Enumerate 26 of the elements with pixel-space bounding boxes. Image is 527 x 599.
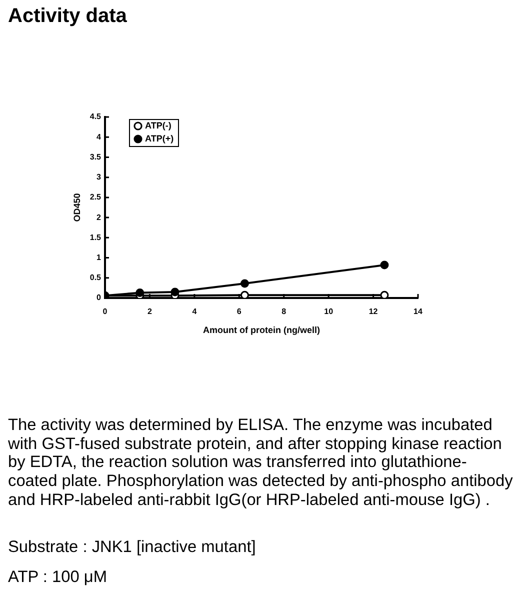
legend-label: ATP(-) <box>145 120 172 130</box>
y-tick-label: 1 <box>96 252 102 262</box>
y-tick-label: 4.5 <box>90 112 102 122</box>
y-tick-label: 0.5 <box>90 273 102 282</box>
y-tick-label: 1.5 <box>90 232 102 242</box>
chart-title: Activity data <box>8 5 127 27</box>
text: The activity was determined by ELISA. The enzyme was incubated with GST-fused substrate protein, and after stopping kinase reaction by EDTA, the reaction solution was transferred into glutathione-coated plate. Phosphorylation was detected by anti-phospho antibody and HRP-labeled anti-rabbit IgG(or HRP-labeled anti-mouse IgG) . <box>8 416 514 510</box>
y-tick-label: 2 <box>96 212 102 222</box>
y-tick-label: 0 <box>96 293 102 302</box>
x-tick-label: 8 <box>282 307 287 316</box>
x-tick-label: 4 <box>192 307 198 316</box>
text: ATP : 100 μM <box>8 568 108 587</box>
y-tick-label: 3 <box>96 172 102 182</box>
x-tick-label: 10 <box>324 307 334 316</box>
y-axis-title: OD450 <box>72 193 82 222</box>
x-axis-title: Amount of protein (ng/well) <box>203 325 320 336</box>
x-tick-label: 12 <box>368 307 378 316</box>
text: Substrate : JNK1 [inactive mutant] <box>8 538 257 556</box>
legend-label: ATP(+) <box>145 133 174 144</box>
x-tick-label: 2 <box>147 307 152 316</box>
x-tick-label: 0 <box>102 307 108 316</box>
x-tick-label: 6 <box>236 307 242 316</box>
x-tick-label: 14 <box>414 307 423 316</box>
y-tick-label: 3.5 <box>90 152 102 162</box>
y-tick-label: 2.5 <box>90 192 102 202</box>
y-tick-label: 4 <box>96 132 102 142</box>
